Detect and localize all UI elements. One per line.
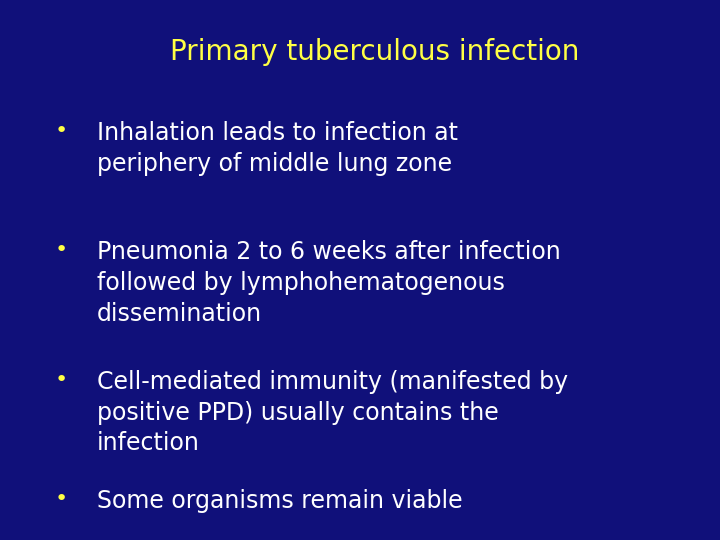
Text: •: •	[55, 122, 68, 141]
Text: Primary tuberculous infection: Primary tuberculous infection	[170, 38, 579, 66]
Text: Pneumonia 2 to 6 weeks after infection
followed by lymphohematogenous
disseminat: Pneumonia 2 to 6 weeks after infection f…	[97, 240, 561, 326]
Text: Inhalation leads to infection at
periphery of middle lung zone: Inhalation leads to infection at periphe…	[97, 122, 458, 176]
Text: •: •	[55, 240, 68, 260]
Text: Some organisms remain viable: Some organisms remain viable	[97, 489, 463, 512]
Text: Cell-mediated immunity (manifested by
positive PPD) usually contains the
infecti: Cell-mediated immunity (manifested by po…	[97, 370, 568, 455]
Text: •: •	[55, 489, 68, 509]
Text: •: •	[55, 370, 68, 390]
